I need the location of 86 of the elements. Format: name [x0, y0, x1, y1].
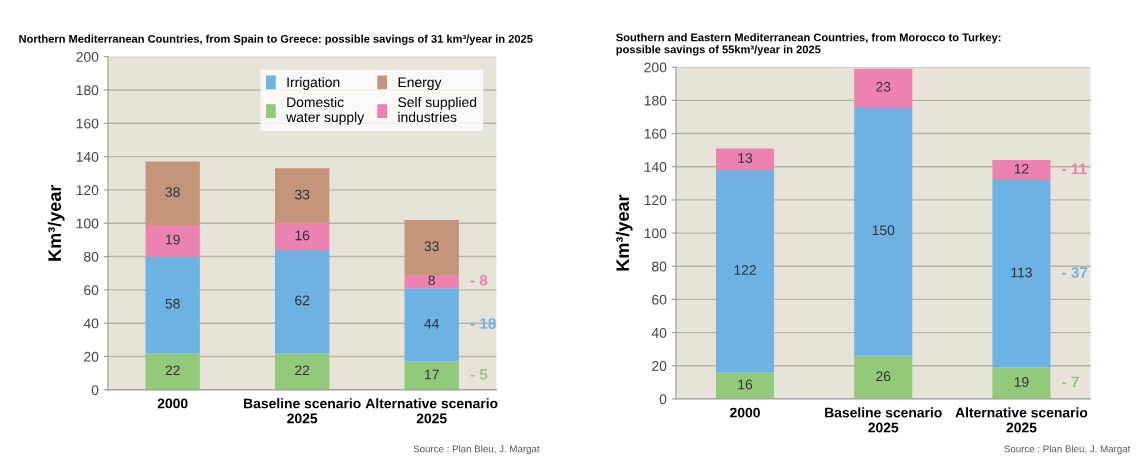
bar [404, 361, 459, 390]
x-tick-label: Alternative scenario 2025 [955, 407, 1088, 433]
y-tick-label: 160 [76, 118, 99, 129]
bar [145, 353, 200, 390]
y-tick-label: 60 [84, 285, 99, 296]
annotation: - 5 [470, 369, 488, 380]
data-label: 16 [738, 379, 753, 390]
bar [274, 249, 330, 354]
data-label: 19 [1014, 377, 1029, 387]
source-note: Source : Plan Bleu, J. Margat [413, 445, 540, 455]
chart-title: Northern Mediterranean Countries, from Spain to Greece: possible savings of 31 km³/year in 2025 [19, 34, 533, 46]
data-label: 16 [295, 230, 310, 241]
data-label: 17 [425, 369, 439, 380]
bar [274, 353, 330, 390]
data-label: 23 [876, 81, 891, 92]
source-note: Source : Plan Bleu, J. Margat [1004, 445, 1131, 455]
legend-label: Self supplied industries [398, 96, 477, 123]
y-tick-label: 180 [644, 95, 667, 106]
data-label: 22 [295, 365, 310, 376]
bar [404, 274, 459, 289]
bar [992, 160, 1051, 180]
data-label: 33 [294, 189, 310, 200]
x-tick-label: 2000 [157, 398, 188, 409]
y-tick-label: 200 [76, 52, 99, 62]
y-tick-label: 40 [83, 318, 99, 329]
annotation: - 8 [470, 274, 488, 286]
y-tick-label: 0 [659, 394, 667, 405]
bar [716, 372, 775, 399]
x-tick-label: Baseline scenario 2025 [244, 398, 361, 424]
y-tick-label: 140 [76, 151, 99, 162]
data-label: 26 [876, 371, 891, 382]
y-tick-label: 120 [644, 195, 667, 206]
y-tick-label: 200 [644, 62, 667, 73]
bar [854, 106, 913, 356]
annotation: - 11 [1062, 163, 1087, 174]
data-label: 62 [295, 295, 310, 306]
y-tick-label: 120 [76, 185, 99, 196]
y-tick-label: 60 [652, 294, 667, 305]
y-tick-label: 40 [651, 327, 667, 338]
annotation: - 7 [1062, 376, 1079, 388]
y-tick-label: 20 [652, 361, 667, 371]
data-label: 19 [166, 234, 180, 245]
data-label: 44 [424, 318, 439, 329]
y-tick-label: 180 [76, 85, 99, 96]
bar [992, 367, 1051, 399]
data-label: 58 [165, 298, 180, 309]
data-label: 13 [738, 153, 753, 163]
x-tick-label: Baseline scenario 2025 [825, 407, 942, 433]
y-tick-label: 80 [84, 251, 99, 262]
bar [145, 161, 200, 225]
y-axis-title: Km³/year [47, 184, 65, 261]
data-label: 113 [1011, 267, 1032, 278]
legend-label: Irrigation [287, 77, 340, 90]
bar [716, 148, 775, 171]
y-tick-label: 20 [84, 351, 99, 362]
legend-label: Energy [398, 77, 442, 90]
chart-title: Southern and Eastern Mediterranean Countries, from Morocco to Turkey: possible savings of 55km³/year in 2025 [616, 33, 1001, 56]
data-label: 122 [734, 265, 756, 275]
bar [274, 223, 330, 250]
bar [854, 355, 913, 399]
y-tick-label: 0 [91, 385, 99, 395]
y-axis-title: Km³/year [615, 194, 633, 271]
bar [145, 224, 200, 257]
y-tick-label: 100 [76, 218, 99, 229]
bar [274, 168, 330, 224]
x-tick-label: Alternative scenario 2025 [365, 398, 498, 424]
y-tick-label: 140 [644, 162, 667, 172]
bar [992, 179, 1051, 368]
data-label: 8 [428, 275, 435, 286]
legend-label: Domestic water supply [286, 96, 365, 125]
y-tick-label: 100 [644, 228, 667, 239]
bar [854, 68, 913, 107]
data-label: 150 [872, 225, 895, 236]
bar [404, 288, 459, 362]
annotation: - 18 [470, 318, 496, 329]
y-tick-label: 80 [652, 261, 667, 272]
data-label: 38 [165, 187, 180, 197]
data-label: 12 [1014, 163, 1029, 174]
annotation: - 37 [1062, 267, 1088, 278]
y-tick-label: 160 [644, 128, 667, 139]
bar [716, 170, 775, 373]
data-label: 22 [165, 365, 180, 376]
bar [404, 219, 459, 275]
x-tick-label: 2000 [730, 407, 760, 418]
bar [145, 256, 200, 354]
data-label: 33 [424, 241, 439, 252]
